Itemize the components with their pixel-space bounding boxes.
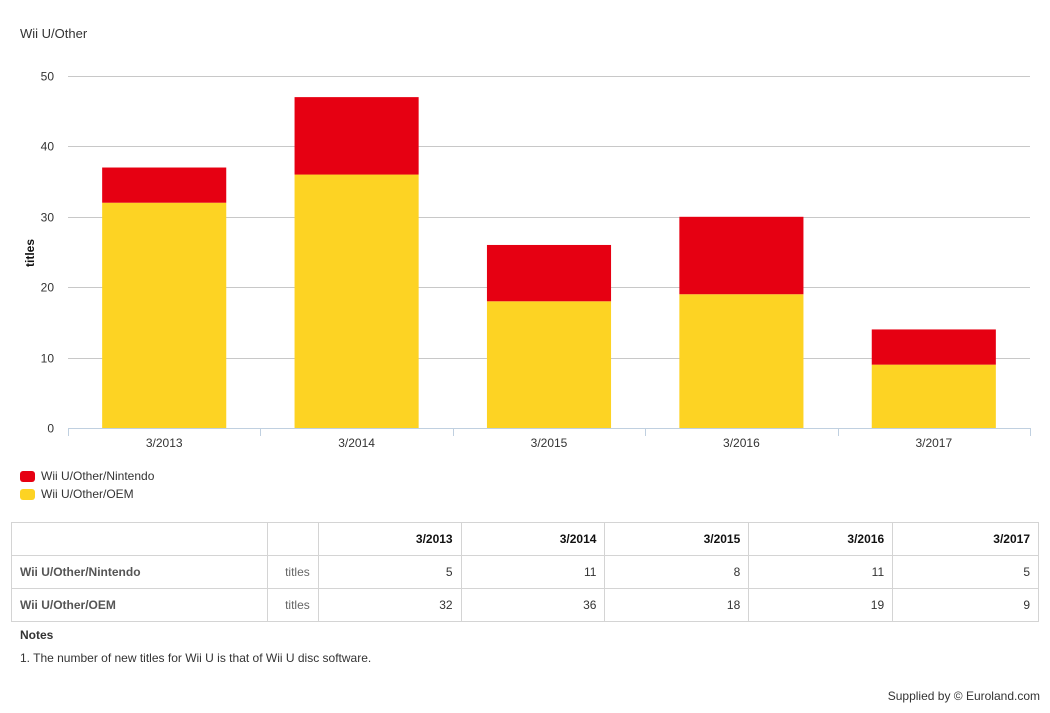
table-row: Wii U/Other/OEM titles 32 36 18 19 9 <box>11 588 1039 622</box>
table-cell: 18 <box>604 588 750 622</box>
data-table: 3/2013 3/2014 3/2015 3/2016 3/2017 Wii U… <box>11 522 1039 622</box>
table-row-name: Wii U/Other/OEM <box>11 588 268 622</box>
x-tick-label: 3/2014 <box>338 436 375 450</box>
legend-swatch-oem <box>20 488 35 500</box>
x-tick-label: 3/2013 <box>146 436 183 450</box>
bars <box>102 97 996 428</box>
bar-segment-nintendo[interactable] <box>871 329 996 365</box>
legend-item-oem[interactable]: Wii U/Other/OEM <box>20 487 134 501</box>
notes-title: Notes <box>20 628 54 642</box>
bar-segment-oem[interactable] <box>871 364 996 428</box>
x-tick-label: 3/2017 <box>915 436 952 450</box>
table-row-unit: titles <box>266 555 319 589</box>
bar-segment-nintendo[interactable] <box>102 167 227 203</box>
table-header-unit <box>266 522 319 556</box>
bar-segment-oem[interactable] <box>102 202 227 428</box>
legend-item-nintendo[interactable]: Wii U/Other/Nintendo <box>20 469 154 483</box>
y-tick-label: 10 <box>41 352 55 366</box>
legend-label-oem: Wii U/Other/OEM <box>41 487 134 501</box>
table-cell: 19 <box>748 588 894 622</box>
y-axis-ticks: 0 10 20 30 40 50 <box>41 70 55 436</box>
bar-segment-oem[interactable] <box>486 301 612 428</box>
table-header-empty <box>11 522 268 556</box>
table-header-cell: 3/2017 <box>892 522 1039 556</box>
bar-segment-nintendo[interactable] <box>294 97 419 175</box>
bar-segment-oem[interactable] <box>294 174 419 428</box>
y-tick-label: 50 <box>41 70 55 84</box>
chart-title: Wii U/Other <box>20 26 88 41</box>
y-tick-label: 40 <box>41 140 55 154</box>
table-row: Wii U/Other/Nintendo titles 5 11 8 11 5 <box>11 555 1039 589</box>
bar-segment-nintendo[interactable] <box>679 216 804 295</box>
supplied-by-credit: Supplied by © Euroland.com <box>887 689 1040 703</box>
y-tick-label: 20 <box>41 281 55 295</box>
y-tick-label: 30 <box>41 211 55 225</box>
table-cell: 8 <box>604 555 750 589</box>
notes-text: 1. The number of new titles for Wii U is… <box>20 651 372 665</box>
y-axis-label: titles <box>23 239 37 267</box>
table-cell: 5 <box>317 555 462 589</box>
legend-label-nintendo: Wii U/Other/Nintendo <box>41 469 155 483</box>
table-header-row: 3/2013 3/2014 3/2015 3/2016 3/2017 <box>11 522 1039 556</box>
legend-swatch-nintendo <box>20 470 35 482</box>
table-cell: 32 <box>317 588 462 622</box>
table-cell: 5 <box>892 555 1039 589</box>
table-row-name: Wii U/Other/Nintendo <box>11 555 268 589</box>
table-cell: 36 <box>460 588 606 622</box>
table-cell: 9 <box>892 588 1039 622</box>
table-cell: 11 <box>748 555 894 589</box>
x-axis: 3/2013 3/2014 3/2015 3/2016 3/2017 <box>68 428 1031 450</box>
y-tick-label: 0 <box>47 422 54 436</box>
x-tick-label: 3/2015 <box>531 436 568 450</box>
table-header-cell: 3/2014 <box>460 522 606 556</box>
table-header-cell: 3/2016 <box>748 522 894 556</box>
table-header-cell: 3/2015 <box>604 522 750 556</box>
bar-segment-nintendo[interactable] <box>486 244 612 302</box>
table-header-cell: 3/2013 <box>317 522 462 556</box>
x-tick-label: 3/2016 <box>723 436 760 450</box>
bar-segment-oem[interactable] <box>679 294 804 428</box>
table-cell: 11 <box>460 555 606 589</box>
table-row-unit: titles <box>266 588 319 622</box>
